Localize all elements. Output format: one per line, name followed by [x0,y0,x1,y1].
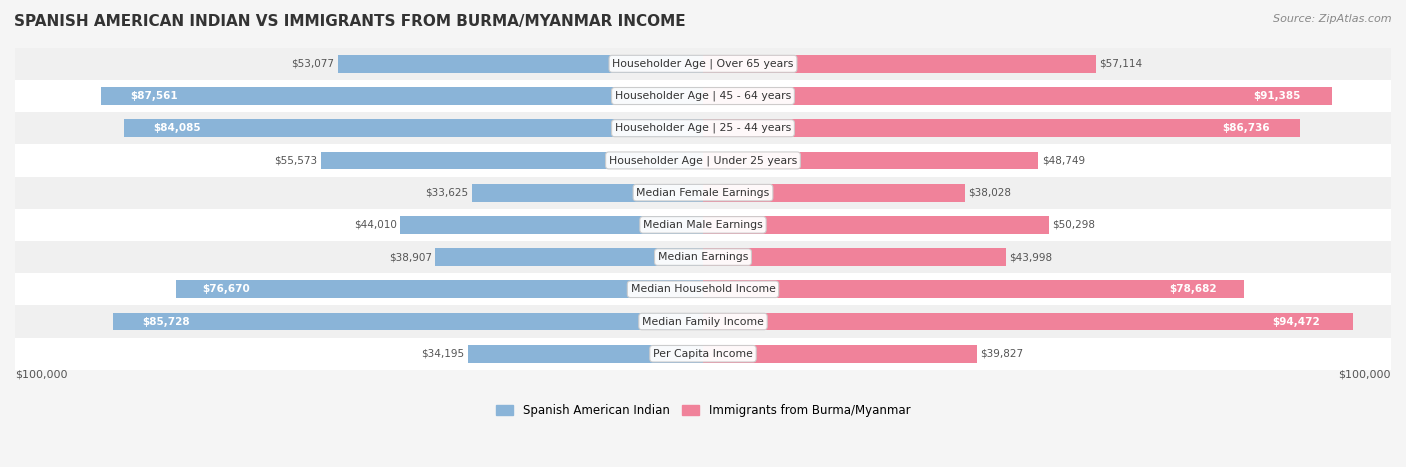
Text: Householder Age | 45 - 64 years: Householder Age | 45 - 64 years [614,91,792,101]
Bar [125,120,703,137]
Bar [468,345,703,362]
Text: $57,114: $57,114 [1099,59,1143,69]
Bar [703,87,1331,105]
Bar [321,152,703,170]
Bar [703,312,1353,330]
Bar [15,241,1391,273]
Text: $91,385: $91,385 [1253,91,1301,101]
Bar [703,216,1049,234]
Text: Median Household Income: Median Household Income [630,284,776,294]
Text: $76,670: $76,670 [202,284,250,294]
Text: Householder Age | Over 65 years: Householder Age | Over 65 years [612,58,794,69]
Text: $43,998: $43,998 [1010,252,1052,262]
Text: $87,561: $87,561 [131,91,179,101]
Bar [703,55,1095,73]
Text: $84,085: $84,085 [153,123,201,133]
Bar [101,87,703,105]
Text: Householder Age | Under 25 years: Householder Age | Under 25 years [609,155,797,166]
Text: Median Earnings: Median Earnings [658,252,748,262]
Legend: Spanish American Indian, Immigrants from Burma/Myanmar: Spanish American Indian, Immigrants from… [491,399,915,422]
Text: $85,728: $85,728 [142,317,190,326]
Text: SPANISH AMERICAN INDIAN VS IMMIGRANTS FROM BURMA/MYANMAR INCOME: SPANISH AMERICAN INDIAN VS IMMIGRANTS FR… [14,14,686,29]
Bar [15,177,1391,209]
Bar [176,281,703,298]
Bar [703,184,965,201]
Text: $55,573: $55,573 [274,156,318,165]
Bar [15,338,1391,370]
Bar [436,248,703,266]
Bar [15,209,1391,241]
Bar [337,55,703,73]
Bar [703,248,1005,266]
Text: $48,749: $48,749 [1042,156,1085,165]
Text: $34,195: $34,195 [422,349,464,359]
Text: Householder Age | 25 - 44 years: Householder Age | 25 - 44 years [614,123,792,134]
Text: Source: ZipAtlas.com: Source: ZipAtlas.com [1274,14,1392,24]
Bar [15,112,1391,144]
Bar [703,120,1299,137]
Bar [114,312,703,330]
Text: Median Female Earnings: Median Female Earnings [637,188,769,198]
Text: Per Capita Income: Per Capita Income [652,349,754,359]
Bar [471,184,703,201]
Text: Median Male Earnings: Median Male Earnings [643,220,763,230]
Text: $38,907: $38,907 [389,252,432,262]
Text: $53,077: $53,077 [291,59,335,69]
Text: $100,000: $100,000 [15,370,67,380]
Bar [15,48,1391,80]
Text: $78,682: $78,682 [1170,284,1218,294]
Text: $94,472: $94,472 [1272,317,1320,326]
Text: $44,010: $44,010 [354,220,396,230]
Bar [15,273,1391,305]
Text: $39,827: $39,827 [980,349,1024,359]
Text: $86,736: $86,736 [1222,123,1270,133]
Bar [703,152,1039,170]
Text: $100,000: $100,000 [1339,370,1391,380]
Bar [401,216,703,234]
Bar [703,281,1244,298]
Bar [15,80,1391,112]
Bar [15,305,1391,338]
Text: $38,028: $38,028 [969,188,1011,198]
Text: $33,625: $33,625 [425,188,468,198]
Text: $50,298: $50,298 [1053,220,1095,230]
Bar [703,345,977,362]
Text: Median Family Income: Median Family Income [643,317,763,326]
Bar [15,144,1391,177]
